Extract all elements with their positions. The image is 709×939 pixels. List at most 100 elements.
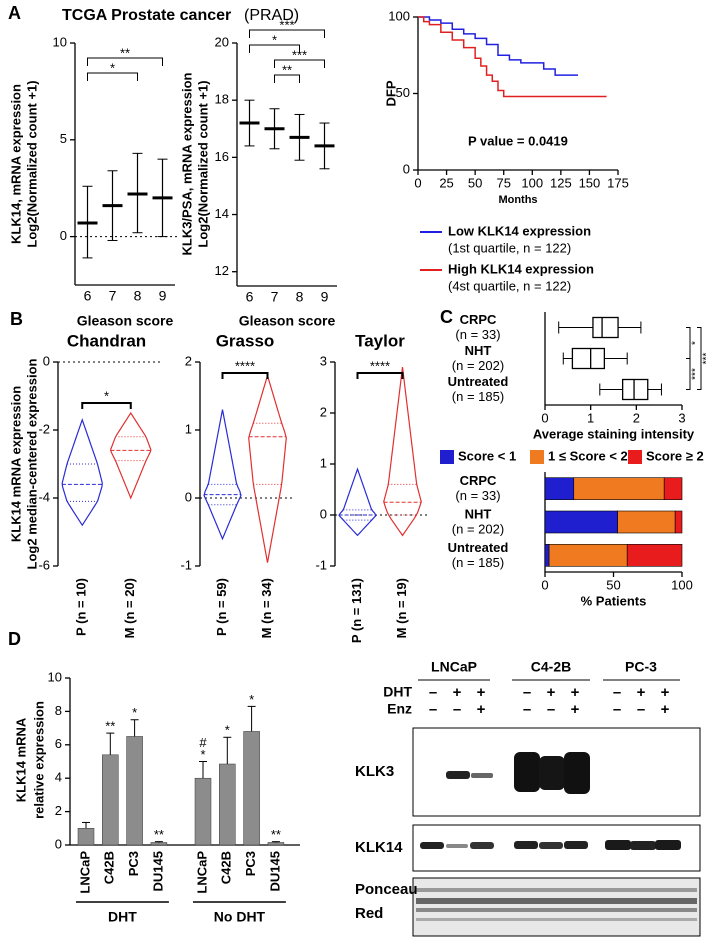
x-tick-label: M (n = 34) — [259, 578, 274, 638]
y-tick-label: 0 — [60, 228, 67, 243]
y-tick-label: 2 — [320, 404, 327, 419]
panel-title: TCGA Prostate cancer — [62, 7, 231, 24]
cell-line-label: PC-3 — [625, 659, 657, 675]
significance-label: * — [272, 32, 277, 47]
treatment-sign: + — [571, 684, 580, 701]
y-axis-label: KLK3/PSA, mRNA expression — [179, 72, 194, 255]
y-tick-label: -1 — [315, 557, 327, 572]
survival-curve — [418, 16, 578, 76]
y-tick-label: 2 — [55, 803, 62, 818]
y-axis-label: relative expression — [31, 701, 46, 819]
x-tick-label: 25 — [439, 175, 453, 190]
legend-swatch — [440, 450, 454, 464]
legend-detail: (4st quartile, n = 122) — [448, 278, 571, 293]
significance-label: *** — [292, 47, 307, 62]
bar-segment — [544, 544, 550, 567]
bar-segment — [544, 510, 618, 534]
significance-label: *** — [279, 17, 294, 32]
significance-label: ** — [282, 62, 292, 77]
y-tick-label: (n = 33) — [455, 327, 500, 342]
significance-bracket — [274, 74, 300, 83]
treatment-sign: + — [661, 701, 670, 718]
bar-segment — [548, 544, 628, 567]
cell-line-label: C4-2B — [531, 659, 571, 675]
box — [571, 347, 606, 370]
x-tick-label: 75 — [496, 175, 510, 190]
y-tick-label: (n = 185) — [452, 389, 504, 404]
y-tick-label: (n = 33) — [455, 488, 500, 503]
y-tick-label: (n = 185) — [452, 555, 504, 570]
x-tick-label: 3 — [678, 410, 685, 425]
significance-label: **** — [235, 358, 255, 373]
y-tick-label: 10 — [53, 34, 67, 49]
treatment-sign: + — [637, 684, 646, 701]
bar-segment — [626, 544, 683, 567]
annotation: P value = 0.0419 — [468, 133, 568, 148]
x-tick-label: 50 — [468, 175, 482, 190]
treatment-sign: + — [571, 701, 580, 718]
legend-swatch — [530, 450, 544, 464]
y-axis-label: DFP — [383, 80, 398, 106]
significance-bracket — [87, 72, 138, 81]
x-tick-label: 0 — [414, 175, 421, 190]
x-tick-label: 7 — [271, 289, 279, 305]
y-axis-label: KLK14 mRNA — [13, 717, 28, 802]
x-tick-label: 125 — [550, 175, 572, 190]
y-tick-label: 10 — [48, 669, 62, 684]
significance-label: **** — [370, 358, 390, 373]
band-label: KLK3 — [355, 763, 394, 780]
panel-label: B — [10, 309, 23, 329]
y-tick-label: 0 — [403, 161, 410, 176]
x-tick-label: 50 — [606, 577, 620, 592]
x-axis-label: Gleason score — [239, 313, 336, 329]
y-tick-label: Untreated — [448, 374, 509, 389]
y-tick-label: 50 — [396, 85, 410, 100]
significance-label: * — [132, 705, 137, 720]
significance-label: ** — [271, 827, 281, 842]
significance-label: ** — [120, 45, 130, 60]
x-tick-label: M (n = 20) — [122, 578, 137, 638]
y-tick-label: -4 — [38, 489, 50, 504]
x-tick-label: PC3 — [243, 851, 258, 876]
treatment-sign: + — [477, 684, 486, 701]
significance-bracket — [249, 44, 300, 53]
y-tick-label: (n = 202) — [452, 358, 504, 373]
treatment-sign: – — [523, 684, 531, 701]
y-axis-label: KLK14 mRNA expression — [8, 386, 23, 542]
x-tick-label: LNCaP — [77, 851, 92, 894]
violin — [338, 467, 377, 537]
treatment-sign: + — [661, 684, 670, 701]
y-tick-label: 14 — [215, 206, 229, 221]
blot-image — [412, 679, 701, 937]
significance-bracket — [356, 372, 404, 379]
panel-label: C — [440, 307, 453, 327]
panel-label: A — [8, 3, 21, 23]
y-tick-label: 1 — [185, 421, 192, 436]
x-tick-label: 6 — [246, 289, 254, 305]
x-tick-label: DU145 — [267, 851, 282, 891]
y-tick-label: 0 — [55, 836, 62, 851]
chart-title: Taylor — [355, 331, 405, 350]
treatment-sign: – — [453, 701, 461, 718]
bar-segment — [674, 510, 683, 534]
x-tick-label: PC3 — [126, 851, 141, 876]
y-tick-label: 2 — [185, 353, 192, 368]
significance-label: ** — [154, 827, 164, 842]
bar-segment — [617, 510, 676, 534]
y-tick-label: -6 — [38, 557, 50, 572]
violin — [248, 373, 287, 563]
legend-label: 1 ≤ Score < 2 — [548, 448, 628, 463]
panel-title: (PRAD) — [244, 7, 299, 24]
legend-label: High KLK14 expression — [448, 261, 594, 276]
treatment-sign: + — [453, 684, 462, 701]
significance-bracket — [221, 372, 269, 379]
treatment-label: DHT — [383, 684, 412, 700]
significance-bracket — [87, 57, 163, 66]
treatment-sign: – — [523, 701, 531, 718]
x-tick-label: 100 — [521, 175, 543, 190]
legend-label: Score < 1 — [458, 448, 516, 463]
x-tick-label: LNCaP — [194, 851, 209, 894]
bar — [219, 763, 236, 846]
x-tick-label: 6 — [84, 288, 92, 304]
x-tick-label: DU145 — [150, 851, 165, 891]
